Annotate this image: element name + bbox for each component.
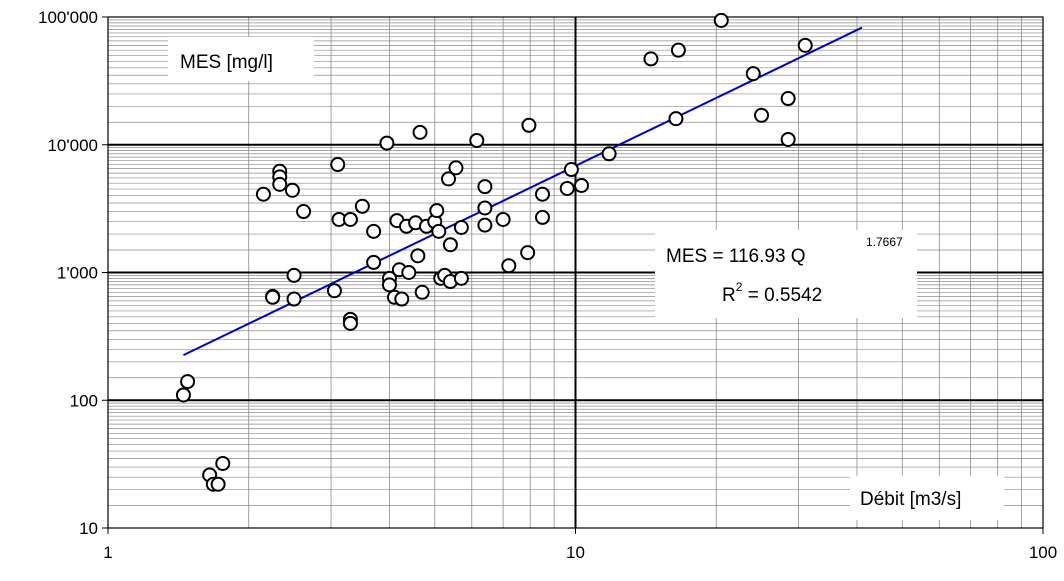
- data-point: [501, 258, 517, 274]
- data-point: [286, 267, 302, 283]
- r-squared-sup: 2: [736, 280, 743, 294]
- data-point: [670, 42, 686, 58]
- trendline-equation: MES = 116.93 Q: [666, 246, 806, 267]
- data-point: [521, 117, 537, 133]
- data-point: [180, 374, 196, 390]
- data-point: [401, 265, 417, 280]
- data-point: [495, 211, 511, 227]
- data-point: [342, 211, 358, 227]
- data-point: [754, 107, 770, 123]
- data-point: [441, 171, 457, 187]
- y-tick-label: 10: [79, 519, 98, 538]
- data-point: [286, 291, 302, 307]
- data-point: [342, 315, 358, 331]
- data-point: [745, 66, 761, 82]
- data-point: [381, 277, 397, 293]
- y-axis-ticks: 10 100 1'000 10'000 100'000: [38, 8, 108, 538]
- trendline-exponent: 1.7667: [866, 235, 903, 249]
- x-tick-label: 100: [1029, 543, 1057, 562]
- y-tick-label: 1'000: [57, 264, 98, 283]
- r-squared-value: = 0.5542: [742, 285, 822, 306]
- data-point: [210, 476, 226, 492]
- equation-box: MES = 116.93 Q 1.7667 R2 = 0.5542: [655, 230, 917, 318]
- data-point: [477, 217, 493, 233]
- y-axis-label: MES [mg/l]: [180, 52, 273, 73]
- data-point: [668, 111, 684, 127]
- x-tick-label: 10: [566, 543, 585, 562]
- data-point: [453, 220, 469, 236]
- data-point: [379, 135, 395, 151]
- data-point: [574, 177, 590, 193]
- data-point: [448, 160, 464, 176]
- data-point: [354, 198, 370, 214]
- y-tick-label: 100: [70, 391, 98, 410]
- data-point: [453, 270, 469, 286]
- data-points: [175, 12, 813, 492]
- x-axis-label-box: Débit [m3/s]: [850, 476, 1004, 520]
- data-point: [797, 37, 813, 53]
- data-point: [477, 179, 493, 195]
- data-point: [601, 146, 617, 162]
- data-point: [520, 245, 536, 261]
- data-point: [429, 203, 445, 219]
- y-axis-label-box: MES [mg/l]: [168, 37, 314, 81]
- data-point: [366, 223, 382, 239]
- r-squared-r: R: [722, 285, 736, 306]
- data-point: [394, 291, 410, 307]
- data-point: [272, 176, 288, 192]
- data-point: [326, 283, 342, 299]
- data-point: [535, 186, 551, 202]
- x-tick-label: 1: [103, 543, 112, 562]
- data-point: [215, 455, 231, 471]
- data-point: [535, 209, 551, 225]
- data-point: [559, 180, 575, 196]
- data-point: [469, 132, 485, 148]
- data-point: [431, 223, 447, 239]
- x-axis-ticks: 1 10 100: [103, 528, 1057, 562]
- y-tick-label: 10'000: [47, 136, 98, 155]
- x-axis-label: Débit [m3/s]: [860, 489, 961, 510]
- data-point: [296, 204, 312, 220]
- data-point: [414, 284, 430, 300]
- data-point: [330, 157, 346, 173]
- data-point: [713, 12, 729, 28]
- data-point: [477, 200, 493, 216]
- data-point: [780, 131, 796, 147]
- data-point: [255, 186, 271, 202]
- data-point: [442, 237, 458, 253]
- data-point: [563, 162, 579, 178]
- data-point: [366, 254, 382, 270]
- data-point: [780, 91, 796, 107]
- data-point: [265, 289, 281, 305]
- y-tick-label: 100'000: [38, 8, 98, 27]
- data-point: [175, 387, 191, 403]
- data-point: [410, 248, 426, 264]
- data-point: [412, 124, 428, 140]
- r-squared-label: R2 = 0.5542: [722, 280, 822, 306]
- data-point: [643, 51, 659, 67]
- data-point: [284, 182, 300, 198]
